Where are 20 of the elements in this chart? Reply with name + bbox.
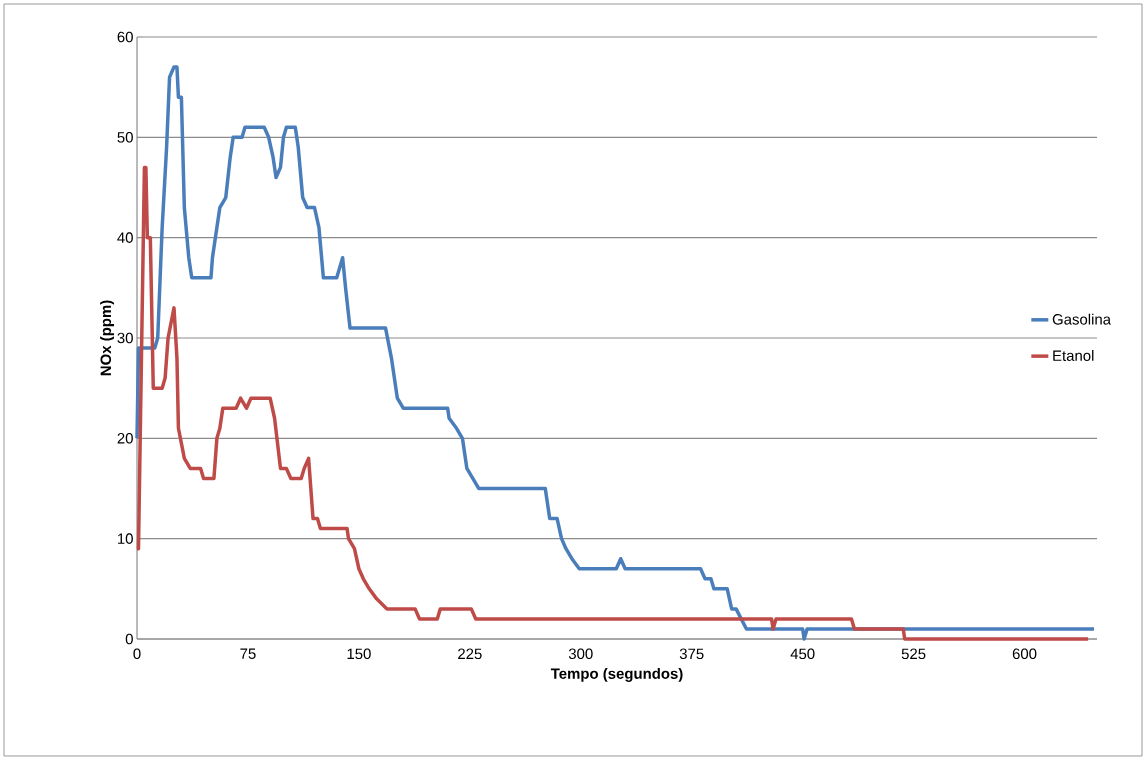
y-tick-label: 20 <box>117 433 133 444</box>
y-tick-label: 0 <box>125 633 133 645</box>
x-tick-label: 450 <box>790 648 815 660</box>
x-tick-label: 300 <box>568 648 593 660</box>
x-tick-label: 150 <box>347 648 371 660</box>
x-tick-label: 375 <box>679 648 704 660</box>
x-tick-label: 225 <box>458 648 482 660</box>
x-axis-title: Tempo (segundos) <box>550 667 683 682</box>
x-tick-label: 75 <box>240 648 256 659</box>
y-tick-label: 60 <box>117 31 133 43</box>
y-tick-label: 50 <box>117 132 133 143</box>
x-tick-label: 0 <box>133 648 141 660</box>
y-axis-title: NOx (ppm) <box>100 300 115 376</box>
x-tick-label: 525 <box>901 648 926 660</box>
x-tick-label: 600 <box>1012 648 1037 660</box>
legend-label: Gasolina <box>1052 313 1112 325</box>
legend-label: Etanol <box>1053 349 1094 361</box>
y-tick-label: 30 <box>117 332 133 344</box>
y-tick-label: 10 <box>118 533 133 544</box>
y-tick-label: 40 <box>117 232 133 243</box>
